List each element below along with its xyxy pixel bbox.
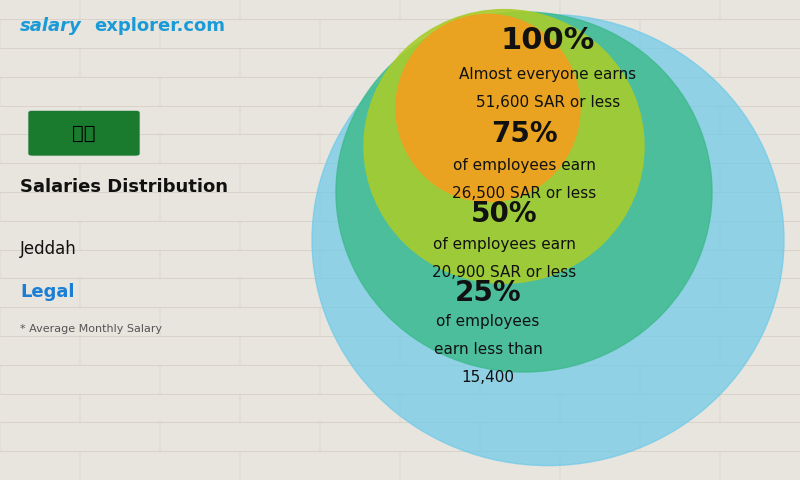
Text: 100%: 100% bbox=[501, 26, 595, 55]
Text: 15,400: 15,400 bbox=[462, 370, 514, 385]
Text: of employees earn: of employees earn bbox=[433, 237, 575, 252]
Text: 26,500 SAR or less: 26,500 SAR or less bbox=[452, 186, 596, 201]
Text: explorer.com: explorer.com bbox=[94, 17, 226, 35]
Text: earn less than: earn less than bbox=[434, 342, 542, 357]
Ellipse shape bbox=[396, 14, 580, 202]
Text: 25%: 25% bbox=[454, 279, 522, 307]
Text: Jeddah: Jeddah bbox=[20, 240, 77, 258]
Text: 51,600 SAR or less: 51,600 SAR or less bbox=[476, 95, 620, 110]
FancyBboxPatch shape bbox=[28, 110, 140, 156]
Ellipse shape bbox=[336, 12, 712, 372]
Ellipse shape bbox=[312, 14, 784, 466]
Text: Almost everyone earns: Almost everyone earns bbox=[459, 67, 637, 82]
Ellipse shape bbox=[364, 10, 644, 283]
Text: 🇸🇦: 🇸🇦 bbox=[72, 123, 96, 143]
Text: of employees earn: of employees earn bbox=[453, 158, 595, 173]
Text: 20,900 SAR or less: 20,900 SAR or less bbox=[432, 265, 576, 280]
Text: Legal: Legal bbox=[20, 283, 74, 301]
Text: 75%: 75% bbox=[490, 120, 558, 148]
Text: of employees: of employees bbox=[436, 314, 540, 329]
Text: * Average Monthly Salary: * Average Monthly Salary bbox=[20, 324, 162, 334]
Text: Salaries Distribution: Salaries Distribution bbox=[20, 178, 228, 196]
Text: 50%: 50% bbox=[470, 200, 538, 228]
Text: salary: salary bbox=[20, 17, 82, 35]
